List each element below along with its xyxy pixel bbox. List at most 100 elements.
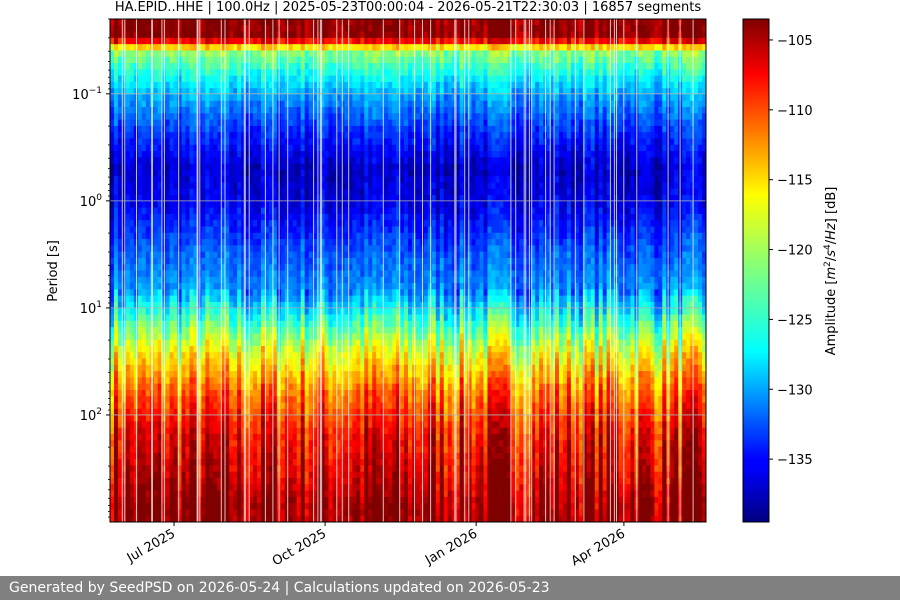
- heatmap-cell: [237, 69, 242, 77]
- heatmap-cell: [332, 100, 338, 108]
- heatmap-cell: [153, 333, 159, 341]
- heatmap-cell: [280, 415, 286, 422]
- heatmap-cell: [288, 509, 294, 517]
- heatmap-cell: [177, 251, 183, 259]
- heatmap-cell: [177, 371, 183, 378]
- heatmap-cell: [193, 389, 199, 397]
- heatmap-cell: [229, 44, 234, 52]
- heatmap-cell: [141, 477, 147, 485]
- heatmap-cell: [344, 138, 349, 146]
- heatmap-cell: [193, 63, 199, 70]
- heatmap-cell: [284, 182, 290, 190]
- heatmap-cell: [316, 402, 322, 410]
- heatmap-cell: [308, 503, 314, 511]
- heatmap-cell: [225, 50, 230, 58]
- heatmap-cell: [129, 75, 135, 83]
- heatmap-cell: [121, 433, 127, 441]
- heatmap-cell: [308, 195, 314, 202]
- heatmap-cell: [125, 176, 131, 184]
- heatmap-cell: [264, 144, 270, 152]
- heatmap-cell: [352, 81, 357, 89]
- heatmap-cell: [229, 383, 234, 391]
- heatmap-cell: [308, 44, 314, 52]
- heatmap-cell: [292, 402, 298, 410]
- heatmap-cell: [121, 207, 127, 215]
- heatmap-cell: [177, 37, 183, 45]
- heatmap-cell: [280, 314, 286, 322]
- heatmap-cell: [193, 37, 199, 45]
- heatmap-cell: [137, 427, 143, 435]
- heatmap-cell: [253, 427, 258, 435]
- heatmap-cell: [185, 19, 191, 26]
- heatmap-cell: [348, 509, 353, 517]
- heatmap-cell: [284, 503, 290, 511]
- heatmap-cell: [165, 157, 171, 165]
- heatmap-cell: [316, 345, 322, 353]
- heatmap-cell: [300, 283, 306, 290]
- heatmap-cell: [237, 226, 242, 234]
- heatmap-cell: [169, 490, 175, 498]
- heatmap-cell: [189, 503, 195, 511]
- heatmap-cell: [268, 358, 274, 366]
- heatmap-cell: [173, 270, 179, 278]
- heatmap-cell: [308, 19, 314, 26]
- heatmap-cell: [264, 515, 270, 522]
- heatmap-cell: [324, 484, 330, 492]
- heatmap-cell: [213, 301, 218, 309]
- heatmap-cell: [328, 427, 334, 435]
- heatmap-cell: [165, 358, 171, 366]
- heatmap-cell: [209, 490, 214, 498]
- heatmap-cell: [344, 446, 349, 454]
- heatmap-cell: [205, 37, 210, 45]
- heatmap-cell: [324, 94, 330, 102]
- heatmap-cell: [205, 333, 210, 341]
- heatmap-cell: [169, 69, 175, 77]
- heatmap-cell: [320, 44, 326, 52]
- heatmap-cell: [121, 289, 127, 297]
- heatmap-cell: [129, 195, 135, 202]
- heatmap-cell: [121, 257, 127, 265]
- heatmap-cell: [181, 314, 187, 322]
- heatmap-cell: [316, 176, 322, 184]
- heatmap-cell: [284, 515, 290, 522]
- heatmap-cell: [137, 31, 143, 39]
- heatmap-cell: [288, 245, 294, 253]
- heatmap-cell: [268, 352, 274, 360]
- heatmap-cell: [312, 402, 318, 410]
- heatmap-cell: [253, 320, 258, 328]
- heatmap-cell: [308, 169, 314, 177]
- heatmap-cell: [110, 163, 115, 171]
- heatmap-cell: [225, 31, 230, 39]
- heatmap-cell: [316, 515, 322, 522]
- heatmap-cell: [181, 490, 187, 498]
- heatmap-cell: [125, 371, 131, 378]
- heatmap-cell: [233, 471, 238, 479]
- heatmap-cell: [225, 100, 230, 108]
- heatmap-cell: [205, 301, 210, 309]
- heatmap-cell: [284, 402, 290, 410]
- heatmap-cell: [304, 245, 310, 253]
- heatmap-cell: [245, 239, 250, 246]
- heatmap-cell: [348, 352, 353, 360]
- heatmap-cell: [221, 226, 226, 234]
- heatmap-cell: [137, 503, 143, 511]
- heatmap-cell: [137, 163, 143, 171]
- heatmap-cell: [169, 446, 175, 454]
- heatmap-cell: [173, 377, 179, 385]
- heatmap-cell: [284, 251, 290, 259]
- heatmap-cell: [209, 19, 214, 26]
- heatmap-cell: [264, 352, 270, 360]
- heatmap-cell: [165, 283, 171, 290]
- heatmap-cell: [193, 295, 199, 303]
- heatmap-cell: [145, 402, 151, 410]
- heatmap-cell: [217, 151, 222, 158]
- heatmap-cell: [304, 408, 310, 416]
- heatmap-cell: [328, 364, 334, 372]
- heatmap-cell: [141, 440, 147, 448]
- heatmap-cell: [272, 503, 278, 511]
- heatmap-cell: [253, 100, 258, 108]
- heatmap-cell: [253, 421, 258, 429]
- heatmap-cell: [125, 270, 131, 278]
- heatmap-cell: [189, 81, 195, 89]
- heatmap-cell: [300, 490, 306, 498]
